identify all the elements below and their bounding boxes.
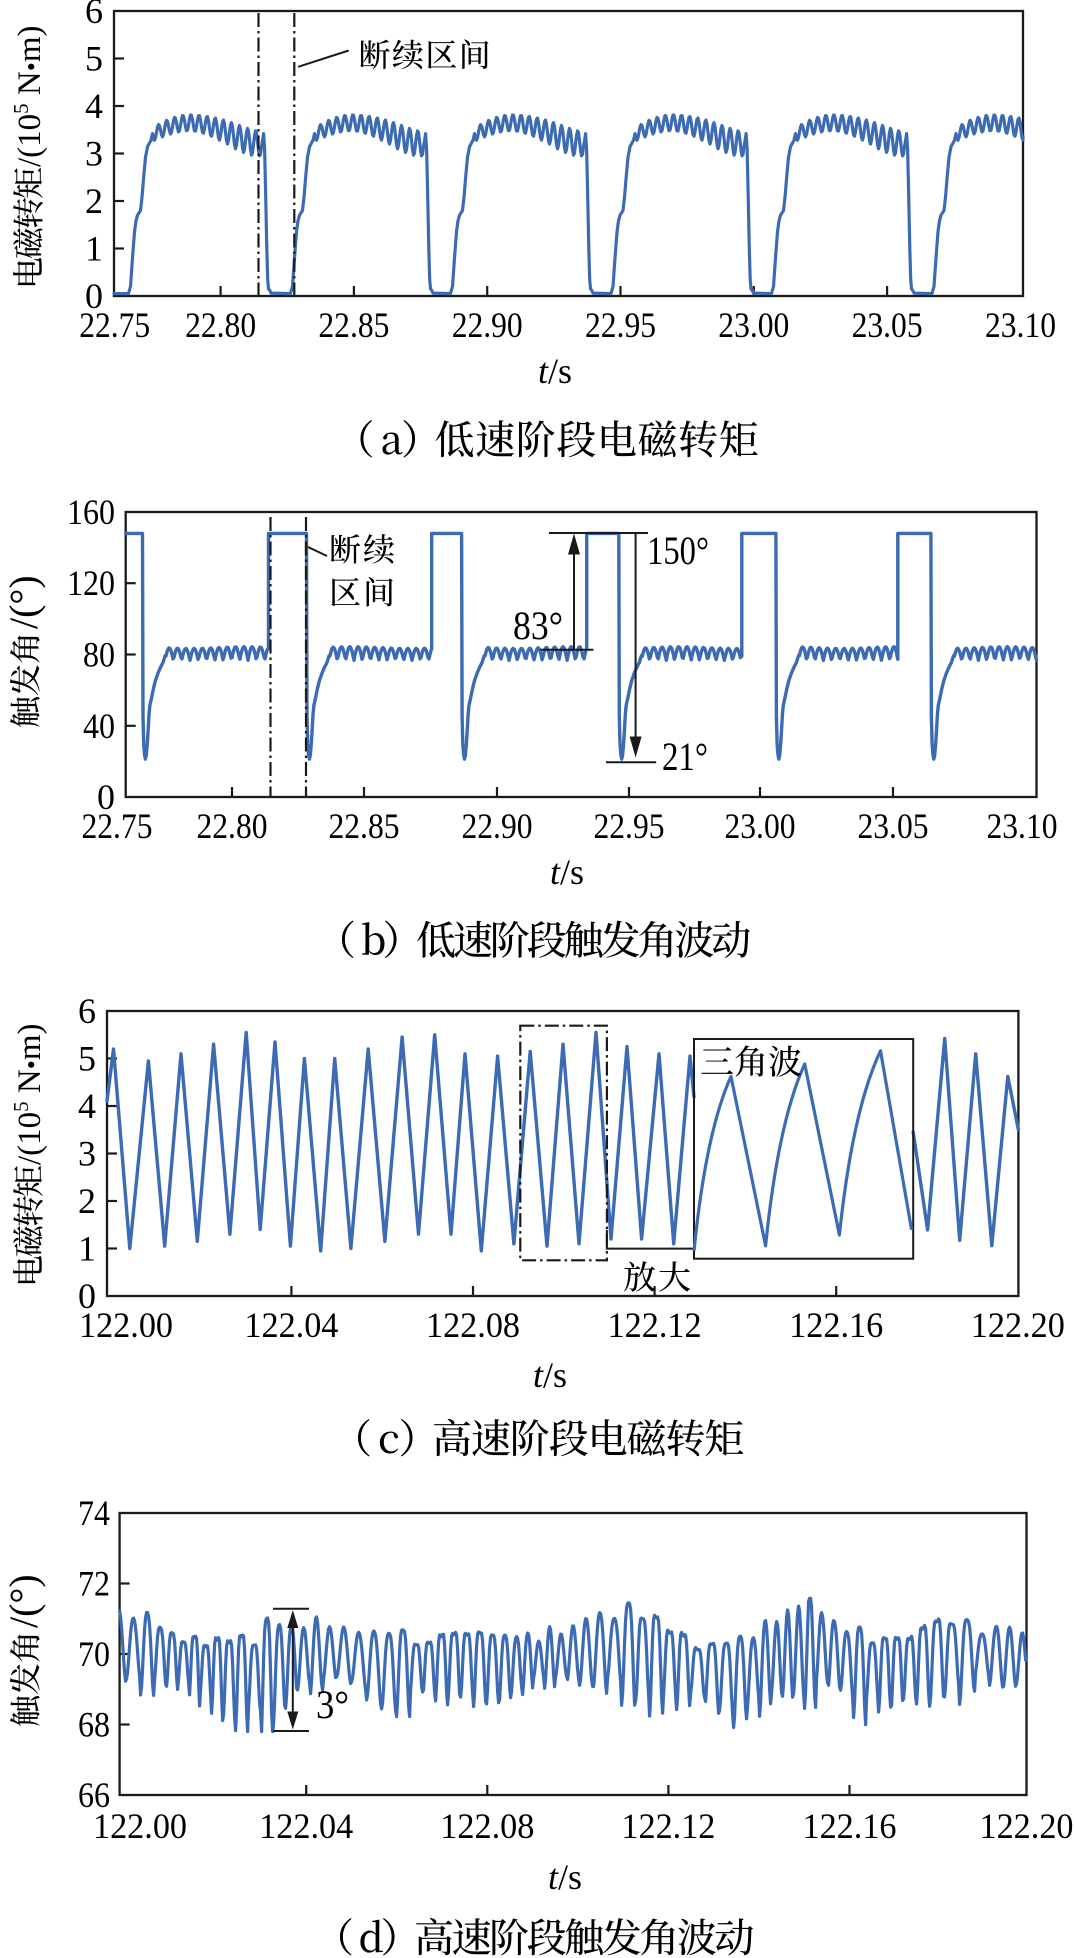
svg-text:3: 3 <box>78 1134 96 1174</box>
svg-text:22.85: 22.85 <box>318 305 389 345</box>
svg-text:23.00: 23.00 <box>725 806 796 846</box>
svg-text:21°: 21° <box>662 734 708 779</box>
svg-text:2: 2 <box>78 1181 96 1221</box>
svg-text:150°: 150° <box>647 528 709 573</box>
svg-text:22.95: 22.95 <box>585 305 656 345</box>
svg-text:4: 4 <box>78 1086 96 1126</box>
svg-text:t/s: t/s <box>533 1355 567 1395</box>
svg-text:23.10: 23.10 <box>987 806 1058 846</box>
svg-text:122.16: 122.16 <box>789 1305 883 1345</box>
svg-text:6: 6 <box>85 0 103 31</box>
svg-text:70: 70 <box>78 1634 110 1674</box>
svg-text:/(°): /(°) <box>1 1574 46 1628</box>
svg-text:22.80: 22.80 <box>185 305 256 345</box>
svg-text:122.20: 122.20 <box>971 1305 1065 1345</box>
svg-text:22.90: 22.90 <box>452 305 523 345</box>
svg-text:80: 80 <box>83 635 115 675</box>
svg-text:122.00: 122.00 <box>79 1305 173 1345</box>
svg-text:122.04: 122.04 <box>259 1806 353 1846</box>
svg-text:23.00: 23.00 <box>718 305 789 345</box>
svg-text:122.12: 122.12 <box>621 1806 715 1846</box>
svg-text:23.05: 23.05 <box>852 305 923 345</box>
svg-text:3: 3 <box>85 134 103 174</box>
svg-text:0: 0 <box>78 1276 96 1316</box>
svg-text:6: 6 <box>78 991 96 1031</box>
svg-text:/(105 N•m): /(105 N•m) <box>9 1023 48 1165</box>
svg-text:22.95: 22.95 <box>594 806 665 846</box>
svg-text:122.04: 122.04 <box>244 1305 338 1345</box>
svg-text:22.75: 22.75 <box>82 806 153 846</box>
svg-text:/(105 N•m): /(105 N•m) <box>9 25 48 167</box>
svg-text:22.90: 22.90 <box>462 806 533 846</box>
svg-text:5: 5 <box>78 1039 96 1079</box>
svg-text:5: 5 <box>85 39 103 79</box>
svg-text:122.20: 122.20 <box>980 1806 1074 1846</box>
svg-text:160: 160 <box>67 492 115 532</box>
svg-text:22.80: 22.80 <box>197 806 268 846</box>
svg-text:23.10: 23.10 <box>985 305 1056 345</box>
svg-text:40: 40 <box>83 706 115 746</box>
svg-text:/(°): /(°) <box>1 575 46 629</box>
svg-text:4: 4 <box>85 86 103 126</box>
svg-text:1: 1 <box>85 229 103 269</box>
svg-text:1: 1 <box>78 1229 96 1269</box>
svg-text:22.75: 22.75 <box>79 305 150 345</box>
svg-text:68: 68 <box>78 1705 110 1745</box>
svg-text:t/s: t/s <box>548 1857 582 1897</box>
svg-text:66: 66 <box>78 1775 110 1815</box>
svg-text:74: 74 <box>78 1493 110 1533</box>
svg-text:0: 0 <box>97 777 115 817</box>
svg-text:120: 120 <box>67 563 115 603</box>
svg-text:83°: 83° <box>513 603 563 648</box>
svg-text:23.05: 23.05 <box>858 806 929 846</box>
svg-text:t/s: t/s <box>538 351 572 391</box>
svg-text:122.00: 122.00 <box>93 1806 187 1846</box>
svg-text:122.12: 122.12 <box>608 1305 702 1345</box>
svg-text:2: 2 <box>85 181 103 221</box>
svg-text:0: 0 <box>85 276 103 316</box>
svg-text:t/s: t/s <box>550 852 584 892</box>
svg-text:122.16: 122.16 <box>803 1806 897 1846</box>
svg-text:3°: 3° <box>316 1682 349 1727</box>
svg-text:122.08: 122.08 <box>440 1806 534 1846</box>
svg-text:122.08: 122.08 <box>426 1305 520 1345</box>
svg-text:22.85: 22.85 <box>329 806 400 846</box>
svg-text:72: 72 <box>78 1564 110 1604</box>
